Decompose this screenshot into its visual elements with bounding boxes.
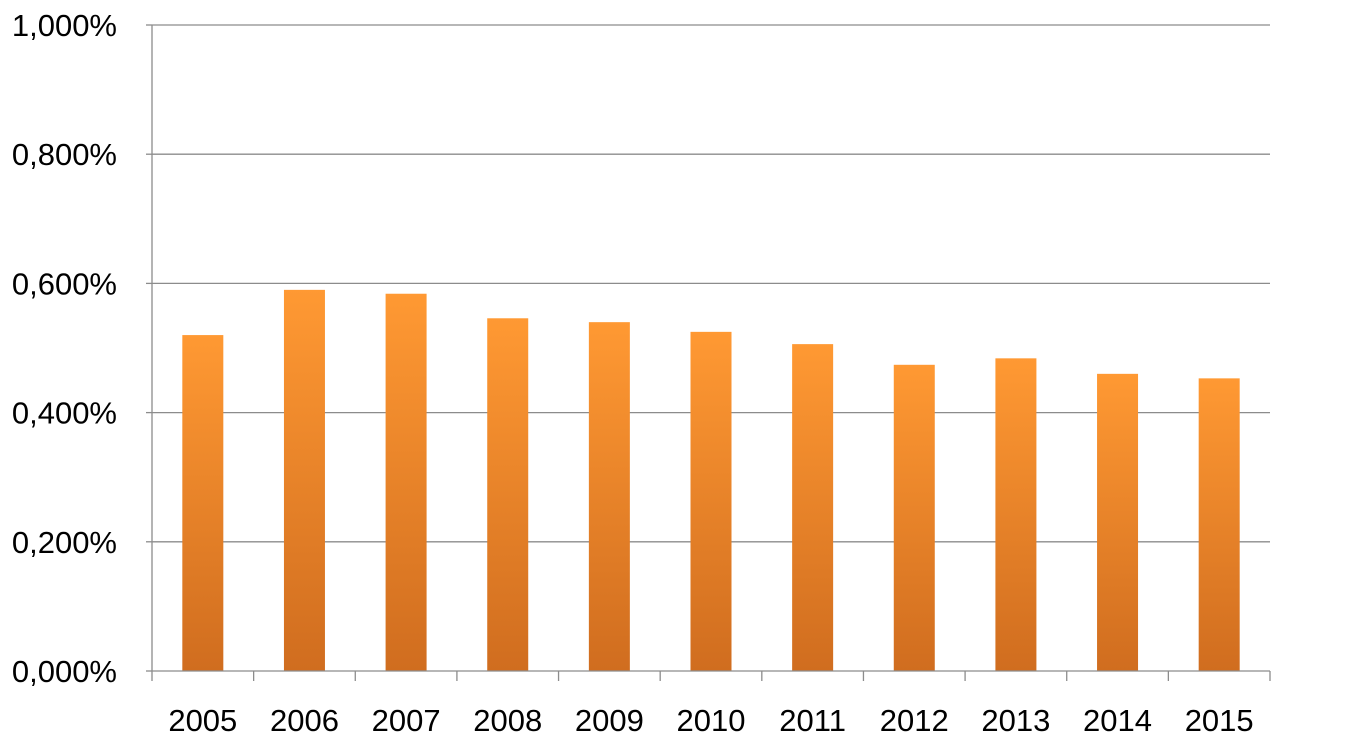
bar-2007 [385, 293, 427, 671]
bar-2008 [487, 318, 529, 671]
x-tick-label-2005: 2005 [168, 703, 237, 738]
bar-2009 [588, 322, 630, 671]
y-tick-label: 0,200% [12, 525, 117, 560]
y-tick-label: 1,000% [12, 8, 117, 43]
bar-2013 [995, 358, 1037, 671]
x-tick-label-2015: 2015 [1185, 703, 1254, 738]
y-tick-label: 0,800% [12, 137, 117, 172]
bar-2011 [792, 344, 834, 671]
gridlines [152, 24, 1270, 543]
y-tick-label: 0,600% [12, 266, 117, 301]
bar-2010 [690, 331, 732, 671]
x-tick-label-2012: 2012 [880, 703, 949, 738]
x-tick-labels: 2005 2006 2007 2008 2009 2010 2011 2012 2013 2014… [168, 703, 1253, 738]
bars [182, 289, 1240, 671]
y-tick-label: 0,400% [12, 396, 117, 431]
x-tick-label-2006: 2006 [270, 703, 339, 738]
bar-2014 [1097, 373, 1139, 671]
x-tick-label-2013: 2013 [981, 703, 1050, 738]
x-tick-label-2014: 2014 [1083, 703, 1152, 738]
x-tick-label-2009: 2009 [575, 703, 644, 738]
bar-2005 [182, 335, 224, 671]
x-tick-label-2011: 2011 [779, 703, 846, 738]
x-tick-label-2010: 2010 [677, 703, 746, 738]
bar-2012 [893, 364, 935, 671]
x-tick-label-2008: 2008 [473, 703, 542, 738]
y-tick-labels: 0,000% 0,200% 0,400% 0,600% 0,800% 1,000% [12, 8, 117, 689]
y-tick-label: 0,000% [12, 654, 117, 689]
bar-2006 [283, 289, 325, 671]
axes [146, 24, 1271, 681]
x-tick-label-2007: 2007 [372, 703, 441, 738]
bar-2015 [1198, 378, 1240, 671]
